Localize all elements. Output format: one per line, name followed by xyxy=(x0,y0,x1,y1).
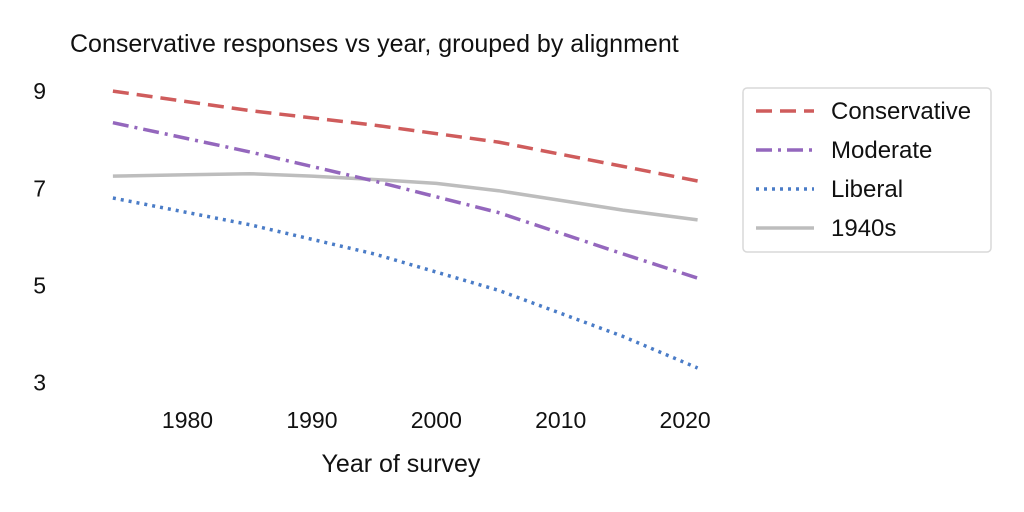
x-tick-label: 2010 xyxy=(535,407,586,433)
legend-label-conservative: Conservative xyxy=(831,98,971,125)
y-tick-label: 5 xyxy=(33,272,46,298)
x-axis-ticks: 1980 1990 2000 2010 2020 xyxy=(162,407,711,433)
series-line-conservative xyxy=(112,89,698,183)
y-tick-label: 7 xyxy=(33,175,46,201)
x-tick-label: 2020 xyxy=(660,407,711,433)
x-tick-label: 1990 xyxy=(286,407,337,433)
series-line-liberal xyxy=(112,196,699,370)
chart-title: Conservative responses vs year, grouped … xyxy=(70,30,679,58)
x-axis-label: Year of survey xyxy=(322,450,481,478)
legend-box xyxy=(742,87,992,253)
legend-label-moderate: Moderate xyxy=(831,137,932,164)
series-line-1940s xyxy=(112,171,698,222)
legend-label-liberal: Liberal xyxy=(831,176,903,203)
series-lines xyxy=(112,89,699,370)
x-tick-label: 2000 xyxy=(411,407,462,433)
legend: Conservative Moderate Liberal 1940s xyxy=(742,87,992,253)
y-axis-ticks: 3 5 7 9 xyxy=(33,78,46,395)
y-tick-label: 3 xyxy=(33,370,46,396)
series-line-moderate xyxy=(112,120,699,280)
x-tick-label: 1980 xyxy=(162,407,213,433)
y-tick-label: 9 xyxy=(33,78,46,104)
legend-label-1940s: 1940s xyxy=(831,215,896,242)
